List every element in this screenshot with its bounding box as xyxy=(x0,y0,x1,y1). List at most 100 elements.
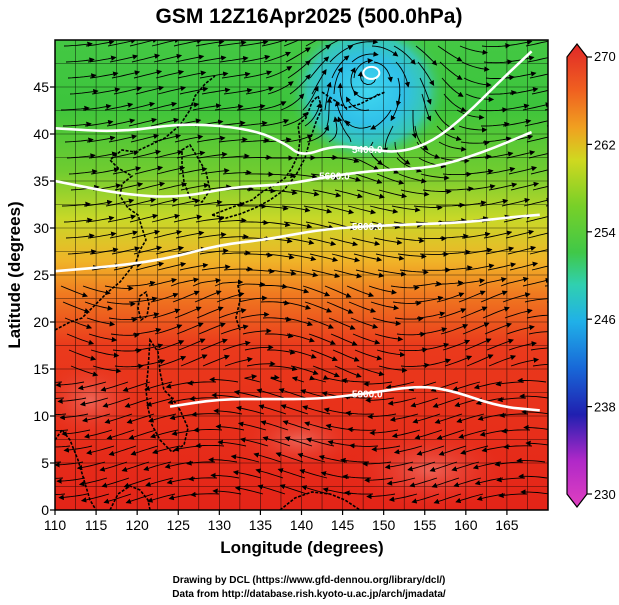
streamline-arrow xyxy=(68,169,98,175)
streamline-arrow xyxy=(232,470,262,479)
streamline-arrow xyxy=(350,67,357,95)
streamline-arrow xyxy=(481,121,510,128)
streamline-arrow xyxy=(505,229,535,239)
streamline-arrow xyxy=(239,40,269,47)
streamline-arrow xyxy=(378,189,408,199)
streamline-arrow xyxy=(90,167,120,175)
streamline-arrow xyxy=(301,485,330,495)
streamline-arrow xyxy=(459,45,488,55)
streamline-arrow xyxy=(244,252,273,258)
streamline-arrow xyxy=(388,493,418,502)
streamline-arrow xyxy=(510,181,540,191)
streamline-arrow xyxy=(305,40,318,47)
streamline-arrow xyxy=(527,232,548,239)
streamline-arrow xyxy=(113,86,143,95)
streamline-arrow xyxy=(128,296,158,303)
streamline-arrow xyxy=(531,89,548,95)
streamline-arrow xyxy=(526,136,548,143)
streamline-arrow xyxy=(458,290,486,303)
streamline-arrow xyxy=(374,157,400,174)
streamline-arrow xyxy=(224,356,253,367)
streamline-arrow xyxy=(312,365,340,378)
credit-drawing: Drawing by DCL (https://www.gfd-dennou.o… xyxy=(173,575,446,586)
streamline-arrow xyxy=(442,339,471,351)
streamline-arrow xyxy=(148,277,178,287)
streamline-arrow xyxy=(435,202,465,208)
streamline-arrow xyxy=(176,322,204,335)
x-tick-label: 110 xyxy=(44,517,67,533)
streamline-arrow xyxy=(456,109,485,120)
streamline-arrow xyxy=(376,349,406,358)
streamline-arrow xyxy=(208,457,238,463)
streamline-arrow xyxy=(456,413,485,424)
x-tick-label: 155 xyxy=(413,517,437,533)
streamline-arrow xyxy=(62,121,92,127)
streamline-arrow xyxy=(130,445,159,456)
streamline-arrow xyxy=(123,477,152,488)
streamline-arrow xyxy=(199,71,229,79)
streamline-arrow xyxy=(526,314,548,319)
streamline-arrow xyxy=(529,249,548,255)
streamline-arrow xyxy=(325,205,355,215)
streamline-arrow xyxy=(520,489,548,495)
streamline-arrow xyxy=(438,141,467,152)
streamline-arrow xyxy=(394,141,411,165)
streamline-arrow xyxy=(136,181,166,191)
streamline-arrow xyxy=(126,413,155,424)
streamline-arrow xyxy=(485,246,515,255)
streamline-arrow xyxy=(329,45,354,63)
streamline-arrow xyxy=(395,237,425,244)
streamline-arrow xyxy=(436,292,465,303)
streamline-arrow xyxy=(58,493,88,501)
streamline-arrow xyxy=(400,189,430,197)
streamline-arrow xyxy=(384,461,414,470)
streamline-arrow xyxy=(331,253,361,263)
y-tick-label: 10 xyxy=(33,408,49,424)
streamline-arrow xyxy=(240,437,269,447)
x-tick-label: 145 xyxy=(331,517,355,533)
streamline-arrow xyxy=(200,338,228,351)
streamline-arrow xyxy=(100,381,129,392)
streamline-arrow xyxy=(153,229,183,239)
streamline-arrow xyxy=(197,55,227,63)
streamline-arrow xyxy=(431,477,460,488)
streamline-arrow xyxy=(130,312,160,319)
streamline-arrow xyxy=(504,308,533,319)
streamline-arrow xyxy=(63,41,93,47)
colorbar-tick-label: 254 xyxy=(594,225,616,240)
streamline-arrow xyxy=(290,189,320,197)
streamline-arrow xyxy=(488,182,518,191)
streamline-arrow xyxy=(285,237,315,245)
streamline-arrow xyxy=(262,436,291,447)
streamline-arrow xyxy=(150,292,179,303)
streamline-arrow xyxy=(199,248,229,255)
streamline-arrow xyxy=(507,245,537,255)
streamline-arrow xyxy=(506,324,535,335)
streamline-arrow xyxy=(255,468,284,479)
streamline-arrow xyxy=(309,253,339,262)
streamline-arrow xyxy=(126,280,156,287)
streamline-arrow xyxy=(76,461,106,471)
streamline-arrow xyxy=(432,397,461,408)
streamline-arrow xyxy=(464,338,492,351)
streamline-arrow xyxy=(390,93,401,122)
streamline-arrow xyxy=(132,327,162,335)
streamline-arrow xyxy=(368,285,397,295)
streamline-arrow xyxy=(253,452,282,463)
streamline-arrow xyxy=(89,247,119,255)
streamline-arrow xyxy=(242,154,272,161)
x-axis-ticks: 110 115 120 125 130 135 140 145 150 155 160 165 xyxy=(44,510,519,533)
streamline-arrow xyxy=(175,54,205,63)
streamline-arrow xyxy=(90,349,120,358)
x-tick-label: 125 xyxy=(167,517,191,533)
streamline-arrow xyxy=(177,70,207,79)
streamline-arrow xyxy=(333,66,343,95)
streamline-arrow xyxy=(217,439,247,447)
streamline-arrow xyxy=(104,413,133,424)
streamline-arrow xyxy=(268,189,298,196)
streamline-arrow xyxy=(86,445,115,455)
streamline-arrow xyxy=(174,134,204,143)
streamline-arrow xyxy=(479,198,509,207)
streamline-arrow xyxy=(366,493,396,500)
x-tick-label: 135 xyxy=(249,517,273,533)
